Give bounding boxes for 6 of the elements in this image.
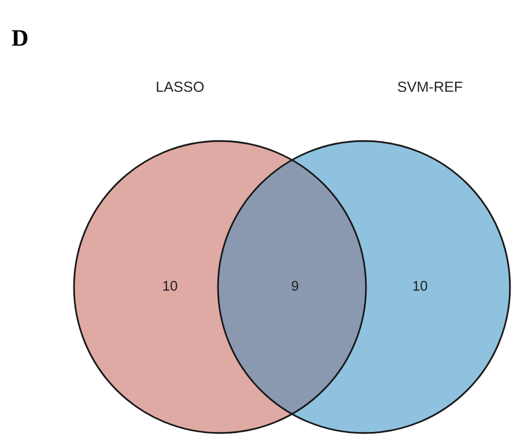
category-label: LASSO xyxy=(156,82,204,92)
data-label: 10 xyxy=(413,280,428,291)
text: D xyxy=(12,30,28,46)
data-label: 10 xyxy=(163,280,178,291)
category-label: SVM-REF xyxy=(398,82,462,92)
data-label: 9 xyxy=(292,280,298,291)
